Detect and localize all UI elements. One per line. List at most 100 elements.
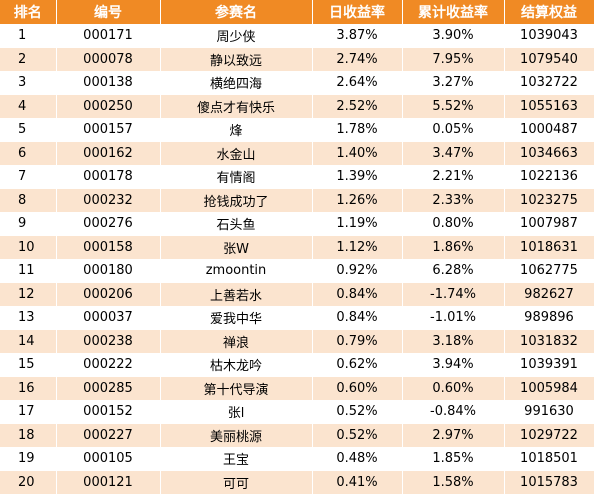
name-cell: 周少侠 xyxy=(160,23,313,48)
daily-return-cell: 0.60% xyxy=(312,376,403,400)
rank-cell: 14 xyxy=(0,329,57,353)
cumulative-return-cell: 2.33% xyxy=(402,188,505,212)
cumulative-return-cell: 6.28% xyxy=(402,258,505,283)
table-row: 8 000232 抢钱成功了 1.26% 2.33% 1023275 xyxy=(0,188,594,212)
id-cell: 000078 xyxy=(56,47,161,71)
rank-cell: 20 xyxy=(0,470,57,494)
name-cell: 有情阁 xyxy=(160,164,313,189)
rank-cell: 18 xyxy=(0,423,57,447)
table-row: 10 000158 张W 1.12% 1.86% 1018631 xyxy=(0,235,594,259)
name-cell: 张W xyxy=(160,235,313,259)
daily-return-cell: 2.64% xyxy=(312,70,403,95)
rank-cell: 16 xyxy=(0,376,57,400)
rank-cell: 15 xyxy=(0,352,57,377)
daily-return-cell: 0.62% xyxy=(312,352,403,377)
id-cell: 000037 xyxy=(56,305,161,330)
name-cell: 枯木龙吟 xyxy=(160,352,313,377)
id-cell: 000121 xyxy=(56,470,161,494)
name-cell: 禅浪 xyxy=(160,329,313,353)
table-row: 18 000227 美丽桃源 0.52% 2.97% 1029722 xyxy=(0,423,594,447)
name-cell: 第十代导演 xyxy=(160,376,313,400)
daily-return-cell: 0.92% xyxy=(312,258,403,283)
name-cell: zmoontin xyxy=(160,258,313,283)
rank-cell: 19 xyxy=(0,446,57,471)
settlement-equity-cell: 982627 xyxy=(504,282,594,306)
table-row: 11 000180 zmoontin 0.92% 6.28% 1062775 xyxy=(0,258,594,283)
cumulative-return-cell: 0.05% xyxy=(402,117,505,142)
cumulative-return-cell: 3.18% xyxy=(402,329,505,353)
rank-cell: 11 xyxy=(0,258,57,283)
table-row: 17 000152 张l 0.52% -0.84% 991630 xyxy=(0,399,594,424)
daily-return-cell: 1.78% xyxy=(312,117,403,142)
table-row: 13 000037 爱我中华 0.84% -1.01% 989896 xyxy=(0,305,594,330)
daily-return-cell: 0.79% xyxy=(312,329,403,353)
daily-return-cell: 0.52% xyxy=(312,399,403,424)
cumulative-return-cell: -1.01% xyxy=(402,305,505,330)
settlement-equity-cell: 1000487 xyxy=(504,117,594,142)
name-cell: 可可 xyxy=(160,470,313,494)
daily-return-cell: 3.87% xyxy=(312,23,403,48)
daily-return-cell: 1.19% xyxy=(312,211,403,236)
daily-return-cell: 1.26% xyxy=(312,188,403,212)
settlement-equity-cell: 1018501 xyxy=(504,446,594,471)
id-cell: 000178 xyxy=(56,164,161,189)
rank-cell: 9 xyxy=(0,211,57,236)
settlement-equity-cell: 1005984 xyxy=(504,376,594,400)
id-cell: 000157 xyxy=(56,117,161,142)
table-row: 20 000121 可可 0.41% 1.58% 1015783 xyxy=(0,470,594,494)
cumulative-return-cell: -1.74% xyxy=(402,282,505,306)
settlement-equity-cell: 1032722 xyxy=(504,70,594,95)
table-row: 2 000078 静以致远 2.74% 7.95% 1079540 xyxy=(0,47,594,71)
header-rank: 排名 xyxy=(0,0,57,24)
daily-return-cell: 0.52% xyxy=(312,423,403,447)
cumulative-return-cell: 3.90% xyxy=(402,23,505,48)
table-row: 7 000178 有情阁 1.39% 2.21% 1022136 xyxy=(0,164,594,189)
settlement-equity-cell: 1055163 xyxy=(504,94,594,118)
id-cell: 000138 xyxy=(56,70,161,95)
name-cell: 美丽桃源 xyxy=(160,423,313,447)
settlement-equity-cell: 1023275 xyxy=(504,188,594,212)
id-cell: 000206 xyxy=(56,282,161,306)
cumulative-return-cell: -0.84% xyxy=(402,399,505,424)
table-row: 14 000238 禅浪 0.79% 3.18% 1031832 xyxy=(0,329,594,353)
cumulative-return-cell: 7.95% xyxy=(402,47,505,71)
name-cell: 傻点才有快乐 xyxy=(160,94,313,118)
cumulative-return-cell: 3.47% xyxy=(402,141,505,165)
header-name: 参赛名 xyxy=(160,0,313,24)
settlement-equity-cell: 989896 xyxy=(504,305,594,330)
table-row: 6 000162 水金山 1.40% 3.47% 1034663 xyxy=(0,141,594,165)
id-cell: 000105 xyxy=(56,446,161,471)
cumulative-return-cell: 2.97% xyxy=(402,423,505,447)
rank-cell: 17 xyxy=(0,399,57,424)
header-settlement-equity: 结算权益 xyxy=(504,0,594,24)
name-cell: 抢钱成功了 xyxy=(160,188,313,212)
header-cumulative-return: 累计收益率 xyxy=(402,0,505,24)
rank-cell: 13 xyxy=(0,305,57,330)
name-cell: 石头鱼 xyxy=(160,211,313,236)
daily-return-cell: 0.48% xyxy=(312,446,403,471)
rank-cell: 6 xyxy=(0,141,57,165)
daily-return-cell: 0.84% xyxy=(312,282,403,306)
cumulative-return-cell: 1.58% xyxy=(402,470,505,494)
header-id: 编号 xyxy=(56,0,161,24)
settlement-equity-cell: 1015783 xyxy=(504,470,594,494)
table-row: 9 000276 石头鱼 1.19% 0.80% 1007987 xyxy=(0,211,594,236)
cumulative-return-cell: 1.86% xyxy=(402,235,505,259)
id-cell: 000162 xyxy=(56,141,161,165)
name-cell: 张l xyxy=(160,399,313,424)
cumulative-return-cell: 0.60% xyxy=(402,376,505,400)
table-row: 3 000138 横绝四海 2.64% 3.27% 1032722 xyxy=(0,70,594,95)
id-cell: 000238 xyxy=(56,329,161,353)
settlement-equity-cell: 1018631 xyxy=(504,235,594,259)
settlement-equity-cell: 1039391 xyxy=(504,352,594,377)
cumulative-return-cell: 1.85% xyxy=(402,446,505,471)
rank-cell: 4 xyxy=(0,94,57,118)
settlement-equity-cell: 1007987 xyxy=(504,211,594,236)
daily-return-cell: 2.74% xyxy=(312,47,403,71)
id-cell: 000285 xyxy=(56,376,161,400)
table-row: 12 000206 上善若水 0.84% -1.74% 982627 xyxy=(0,282,594,306)
name-cell: 上善若水 xyxy=(160,282,313,306)
cumulative-return-cell: 0.80% xyxy=(402,211,505,236)
table-row: 19 000105 王宝 0.48% 1.85% 1018501 xyxy=(0,446,594,471)
